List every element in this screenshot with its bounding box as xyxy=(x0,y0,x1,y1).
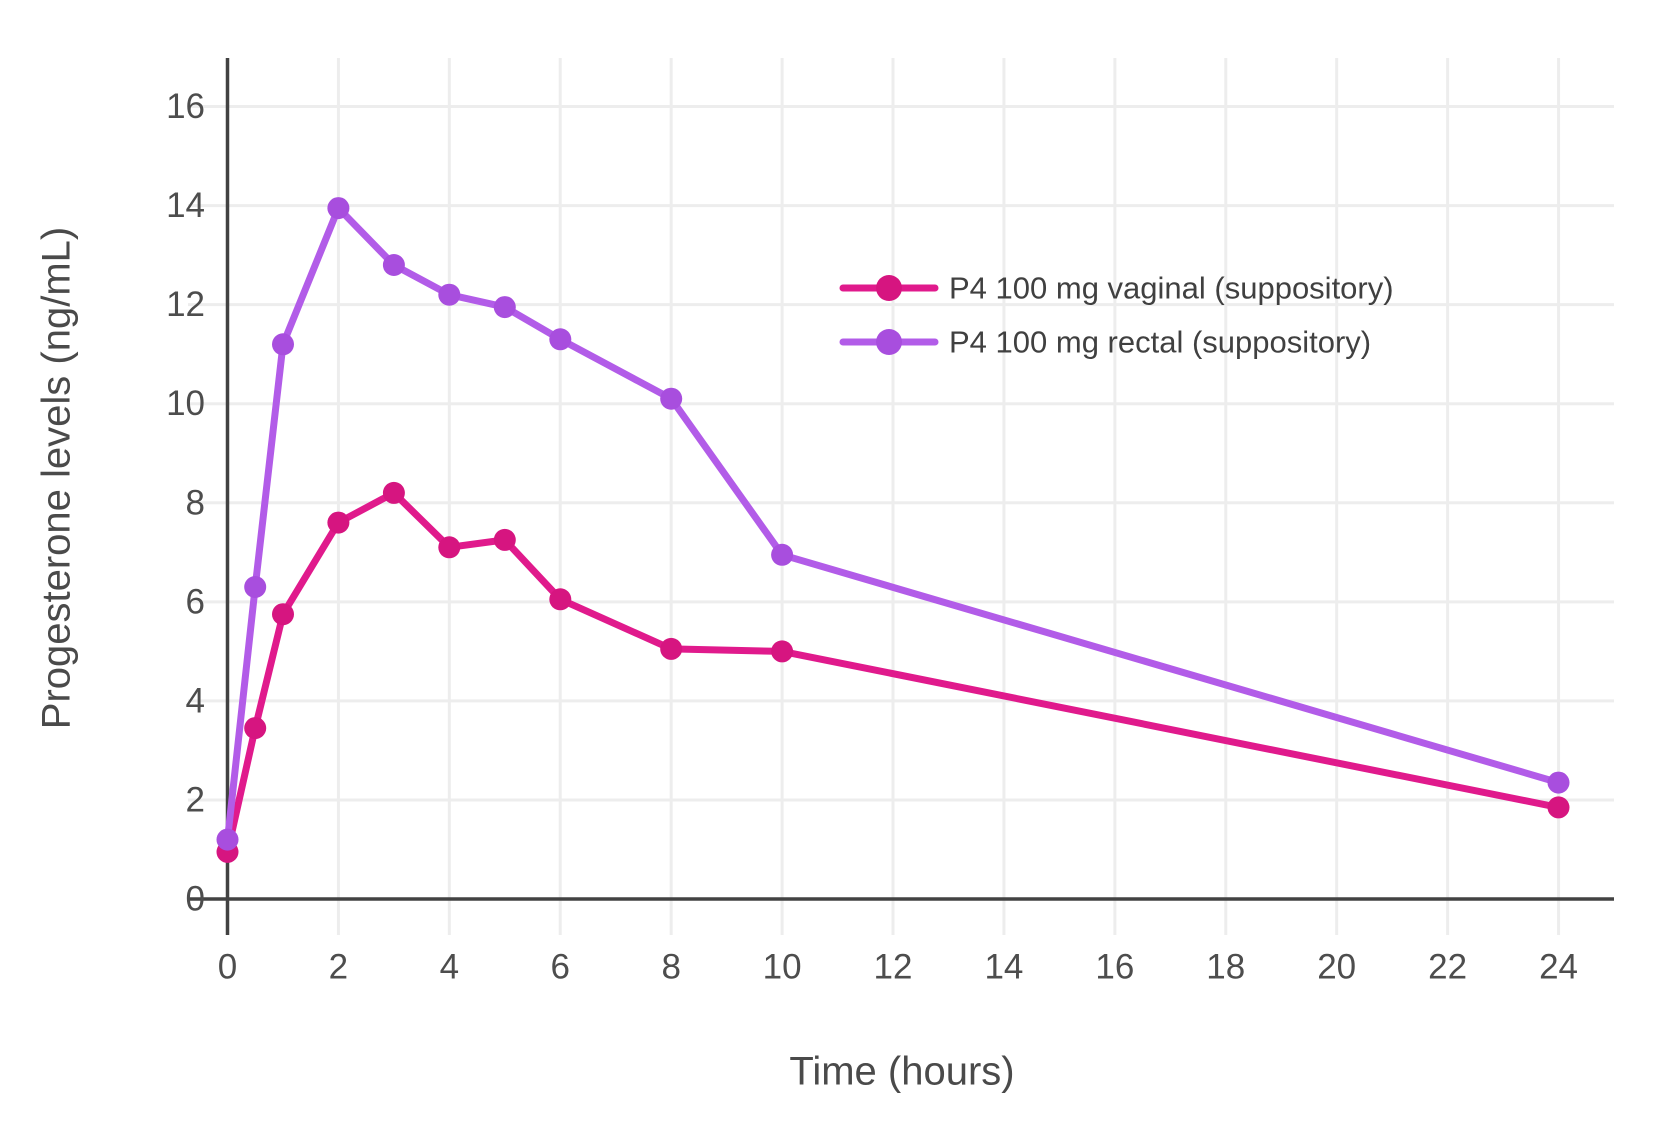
data-point-marker xyxy=(438,283,461,306)
data-point-marker xyxy=(438,536,461,559)
data-point-marker xyxy=(216,828,239,851)
x-tick-label: 10 xyxy=(763,948,802,987)
data-point-marker xyxy=(493,296,516,319)
data-point-marker xyxy=(493,528,516,551)
data-point-marker xyxy=(272,333,294,356)
x-axis-title: Time (hours) xyxy=(789,1049,1015,1094)
y-tick-label: 12 xyxy=(166,285,205,324)
data-point-marker xyxy=(244,717,267,740)
data-point-marker xyxy=(660,387,683,410)
x-tick-label: 4 xyxy=(440,948,459,987)
x-tick-label: 14 xyxy=(984,948,1023,987)
data-point-marker xyxy=(272,603,294,626)
x-tick-label: 16 xyxy=(1095,948,1134,987)
data-point-marker xyxy=(327,197,350,220)
data-point-marker xyxy=(1547,771,1570,794)
y-tick-label: 0 xyxy=(186,880,205,919)
data-point-marker xyxy=(660,637,683,660)
data-point-marker xyxy=(1547,796,1570,819)
y-tick-label: 8 xyxy=(186,483,205,522)
legend-marker-swatch xyxy=(876,329,902,355)
y-tick-label: 10 xyxy=(166,384,205,423)
legend-label: P4 100 mg vaginal (suppository) xyxy=(949,271,1394,306)
x-tick-label: 12 xyxy=(874,948,913,987)
data-point-marker xyxy=(382,481,405,504)
y-axis-title: Progesterone levels (ng/mL) xyxy=(34,226,79,730)
x-tick-label: 18 xyxy=(1206,948,1245,987)
y-tick-label: 4 xyxy=(186,681,205,720)
data-point-marker xyxy=(771,640,794,663)
data-point-marker xyxy=(382,254,405,276)
y-tick-label: 6 xyxy=(186,582,205,621)
x-tick-label: 22 xyxy=(1428,948,1467,987)
legend-item[interactable]: P4 100 mg vaginal (suppository) xyxy=(839,271,1394,306)
data-point-marker xyxy=(549,328,572,351)
y-tick-label: 2 xyxy=(186,780,205,819)
data-point-marker xyxy=(327,511,350,534)
y-tick-label: 14 xyxy=(166,186,205,225)
data-point-marker xyxy=(244,576,267,598)
x-tick-label: 2 xyxy=(329,948,348,987)
data-point-marker xyxy=(549,588,572,611)
x-tick-label: 20 xyxy=(1317,948,1356,987)
y-tick-label: 16 xyxy=(166,87,205,126)
x-tick-label: 24 xyxy=(1539,948,1578,987)
legend-label: P4 100 mg rectal (suppository) xyxy=(949,325,1371,360)
x-tick-label: 0 xyxy=(218,948,237,987)
data-point-marker xyxy=(771,543,794,566)
legend-item[interactable]: P4 100 mg rectal (suppository) xyxy=(839,325,1371,360)
legend-marker-swatch xyxy=(876,275,902,301)
x-tick-label: 8 xyxy=(661,948,680,987)
x-tick-label: 6 xyxy=(551,948,570,987)
